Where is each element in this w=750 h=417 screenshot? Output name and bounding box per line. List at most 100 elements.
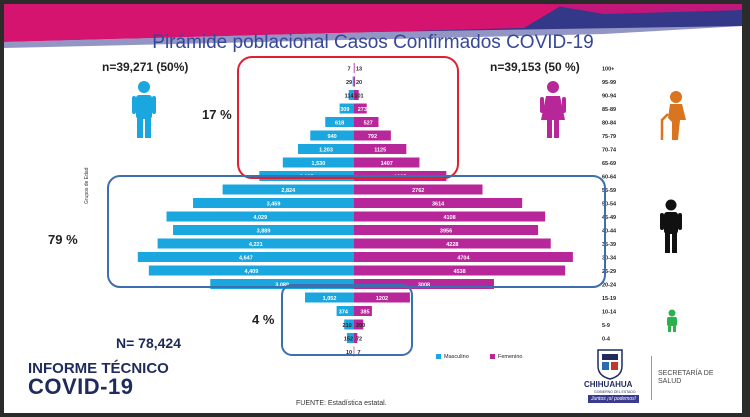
child-person-icon (667, 309, 677, 332)
bar-male-70-74 (298, 144, 354, 154)
age-label-60-64: 60-64 (602, 175, 617, 181)
report-title-line2: COVID-19 (28, 374, 134, 399)
age-label-85-89: 85-89 (602, 107, 616, 113)
legend-female: Femenino (490, 354, 522, 360)
label-male-45-49: 4,029 (253, 215, 267, 221)
label-male-30-34: 4,647 (239, 256, 253, 262)
bar-female-10-14 (354, 306, 372, 316)
bar-male-80-84 (325, 117, 354, 127)
bar-female-35-39 (354, 238, 551, 249)
bar-female-30-34 (354, 252, 573, 262)
label-female-90-94: 101 (354, 94, 363, 100)
source-note: FUENTE: Estadística estatal. (296, 400, 387, 407)
label-male-65-69: 1,530 (312, 161, 326, 167)
bar-male-50-54 (193, 198, 354, 208)
bar-female-90-94 (354, 90, 359, 100)
label-male-20-24: 3,089 (275, 283, 289, 289)
bar-male-90-94 (348, 90, 354, 100)
label-male-80-84: 618 (335, 121, 344, 127)
bar-male-40-44 (173, 225, 354, 235)
age-label-15-19: 15-19 (602, 296, 616, 302)
bar-male-55-59 (222, 184, 354, 195)
age-label-95-99: 95-99 (602, 80, 616, 86)
label-male-35-39: 4,221 (249, 242, 263, 248)
label-female-45-49: 4108 (443, 215, 455, 221)
male-person-icon (132, 81, 156, 138)
age-label-25-29: 25-29 (602, 269, 616, 275)
male-total: n=39,271 (50%) (102, 60, 189, 74)
age-label-55-59: 55-59 (602, 188, 616, 194)
legend-male: Masculino (436, 354, 469, 360)
bar-female-50-54 (354, 198, 523, 208)
slogan-badge: Juntos ¡sí podemos! (588, 395, 640, 403)
label-male-75-79: 940 (328, 134, 337, 140)
age-label-35-39: 35-39 (602, 242, 616, 248)
bar-female-5-9 (354, 319, 364, 330)
state-name: CHIHUAHUA (584, 380, 633, 389)
bar-female-20-24 (354, 279, 494, 289)
age-label-80-84: 80-84 (602, 121, 617, 127)
label-female-30-34: 4704 (457, 256, 470, 262)
female-person-icon (540, 81, 566, 138)
label-male-50-54: 3,459 (267, 202, 281, 208)
bar-female-0-4 (354, 333, 358, 343)
label-female-5-9: 200 (356, 323, 365, 329)
label-female-50-54: 3614 (432, 202, 445, 208)
label-female-0-4: 72 (356, 337, 362, 343)
age-label-50-54: 50-54 (602, 202, 617, 208)
bar-female-70-74 (354, 144, 407, 154)
legend-male-swatch (436, 354, 441, 360)
grand-total: N= 78,424 (116, 335, 181, 351)
adult-group-box (107, 175, 606, 288)
bar-male-95-99 (352, 76, 354, 87)
label-female-65-69: 1407 (381, 161, 393, 167)
pct-elderly: 17 % (202, 107, 232, 122)
legend-male-label: Masculino (444, 354, 469, 360)
legend-female-swatch (490, 354, 495, 360)
label-male-70-74: 1,203 (319, 148, 333, 154)
label-male-90-94: 114 (345, 94, 355, 100)
elderly-person-icon (660, 91, 686, 140)
label-male-15-19: 1,052 (323, 296, 337, 302)
age-label-65-69: 65-69 (602, 161, 616, 167)
bar-male-85-89 (339, 103, 354, 114)
secretaria-line1: SECRETARÍA DE (658, 370, 714, 377)
header-band-pink (4, 4, 564, 42)
bar-female-75-79 (354, 130, 391, 141)
header-band-blue (4, 4, 742, 48)
age-label-70-74: 70-74 (602, 148, 617, 154)
logo-divider (651, 356, 652, 400)
bar-male-35-39 (157, 238, 354, 249)
slide: Pirámide poblacional Casos Confirmados C… (4, 4, 742, 413)
label-male-25-29: 4,409 (245, 269, 259, 275)
bar-male-10-14 (336, 306, 354, 316)
bar-male-5-9 (344, 319, 354, 330)
report-title-line1: INFORME TÉCNICO (28, 360, 169, 377)
label-male-85-89: 309 (340, 107, 349, 113)
bar-male-20-24 (210, 279, 354, 289)
label-female-70-74: 1125 (374, 148, 386, 154)
age-label-45-49: 45-49 (602, 215, 616, 221)
bar-female-25-29 (354, 265, 566, 276)
population-pyramid-chart: 7 13 100+ 29 20 95-99 114 101 90-94 309 273 85-89 61… (107, 56, 617, 357)
label-male-<1: 10 (346, 350, 352, 356)
adult-person-icon (660, 199, 682, 253)
bar-female-45-49 (354, 211, 546, 222)
bar-male-30-34 (137, 252, 354, 262)
label-female-15-19: 1202 (376, 296, 388, 302)
bar-female-15-19 (354, 292, 410, 303)
label-female-55-59: 2762 (412, 188, 424, 194)
bar-female-55-59 (354, 184, 483, 195)
chart-title: Pirámide poblacional Casos Confirmados C… (152, 32, 594, 53)
label-female-25-29: 4538 (453, 269, 465, 275)
bar-female-80-84 (354, 117, 379, 127)
age-label-75-79: 75-79 (602, 134, 616, 140)
label-male-40-44: 3,889 (257, 229, 271, 235)
bar-male-0-4 (346, 333, 354, 343)
label-female-35-39: 4228 (446, 242, 458, 248)
bar-female-95-99 (354, 76, 355, 87)
female-total: n=39,153 (50 %) (490, 60, 580, 74)
header-accent (544, 4, 742, 14)
label-male-55-59: 2,824 (281, 188, 296, 194)
bar-male-25-29 (148, 265, 354, 276)
